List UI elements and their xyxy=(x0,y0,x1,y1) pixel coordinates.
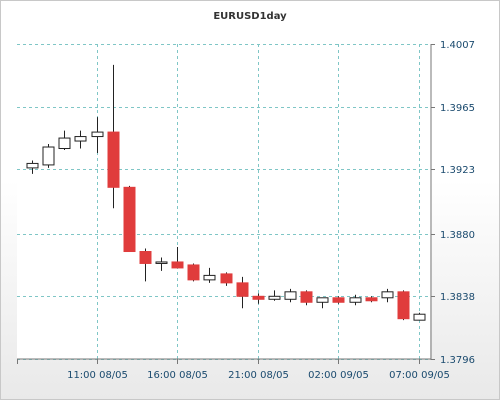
candle xyxy=(139,248,152,282)
x-tick-label: 07:00 09/05 xyxy=(389,370,450,381)
candle-body-bullish xyxy=(284,291,297,300)
x-tick-label: 11:00 08/05 xyxy=(67,370,128,381)
candle-body-bullish xyxy=(74,136,87,142)
candle xyxy=(42,144,55,168)
candle xyxy=(58,130,71,150)
candle-body-bearish xyxy=(365,297,378,302)
y-axis-labels: 1.4007 1.3965 1.3923 1.3880 1.3838 1.3796 xyxy=(440,40,475,366)
candle-body-bearish xyxy=(139,251,152,264)
candle-body-bullish xyxy=(42,146,55,166)
candle-body-bullish xyxy=(413,313,426,321)
y-tick-label: 1.3923 xyxy=(440,165,475,176)
candle-body-bearish xyxy=(187,264,200,281)
x-tick-label: 02:00 09/05 xyxy=(308,370,369,381)
candle xyxy=(349,294,362,306)
candle xyxy=(220,272,233,286)
candle-body-bullish xyxy=(155,261,168,264)
candle-body-bearish xyxy=(107,131,120,188)
candle xyxy=(171,247,184,269)
y-tick-label: 1.3838 xyxy=(440,292,475,303)
candle-body-bullish xyxy=(316,297,329,303)
y-tick-label: 1.3796 xyxy=(440,355,475,366)
candle xyxy=(91,117,104,153)
candle xyxy=(236,276,249,309)
candle-body-bullish xyxy=(349,297,362,303)
candle-body-bearish xyxy=(397,291,410,320)
candle-body-bearish xyxy=(123,186,136,253)
candle xyxy=(397,290,410,321)
chart-title: EURUSD1day xyxy=(213,11,287,22)
y-tick-label: 1.3965 xyxy=(440,103,475,114)
y-tick-label: 1.3880 xyxy=(440,230,475,241)
y-tick-label: 1.4007 xyxy=(440,40,475,51)
candle xyxy=(300,290,313,306)
candle xyxy=(107,64,120,209)
candles xyxy=(26,64,426,321)
candle xyxy=(268,290,281,301)
candle-body-bearish xyxy=(300,291,313,303)
candle-body-bearish xyxy=(332,297,345,303)
candle xyxy=(155,257,168,271)
x-axis-labels: 11:00 08/05 16:00 08/05 21:00 08/05 02:00 0… xyxy=(67,370,450,381)
candle xyxy=(381,288,394,303)
candle-body-bullish xyxy=(91,131,104,138)
axis-ticks xyxy=(17,44,435,364)
candle xyxy=(284,288,297,303)
candle-body-bullish xyxy=(203,274,216,281)
candle-body-bullish xyxy=(268,295,281,300)
x-tick-label: 16:00 08/05 xyxy=(147,370,208,381)
candle xyxy=(316,297,329,309)
candle-body-bearish xyxy=(252,295,265,300)
candle xyxy=(413,312,426,321)
candle-body-bullish xyxy=(26,162,39,169)
x-tick-label: 21:00 08/05 xyxy=(228,370,289,381)
candle xyxy=(332,296,345,304)
candle-body-bearish xyxy=(220,273,233,284)
candle xyxy=(26,160,39,174)
candle xyxy=(74,130,87,149)
candle-body-bullish xyxy=(381,291,394,299)
plot-area xyxy=(17,44,430,359)
candle xyxy=(123,185,136,253)
candle xyxy=(187,263,200,282)
candle xyxy=(365,296,378,303)
candle-body-bearish xyxy=(171,261,184,269)
candle-body-bullish xyxy=(58,137,71,150)
candle xyxy=(203,267,216,283)
candle-body-bearish xyxy=(236,282,249,297)
candle xyxy=(252,293,265,304)
